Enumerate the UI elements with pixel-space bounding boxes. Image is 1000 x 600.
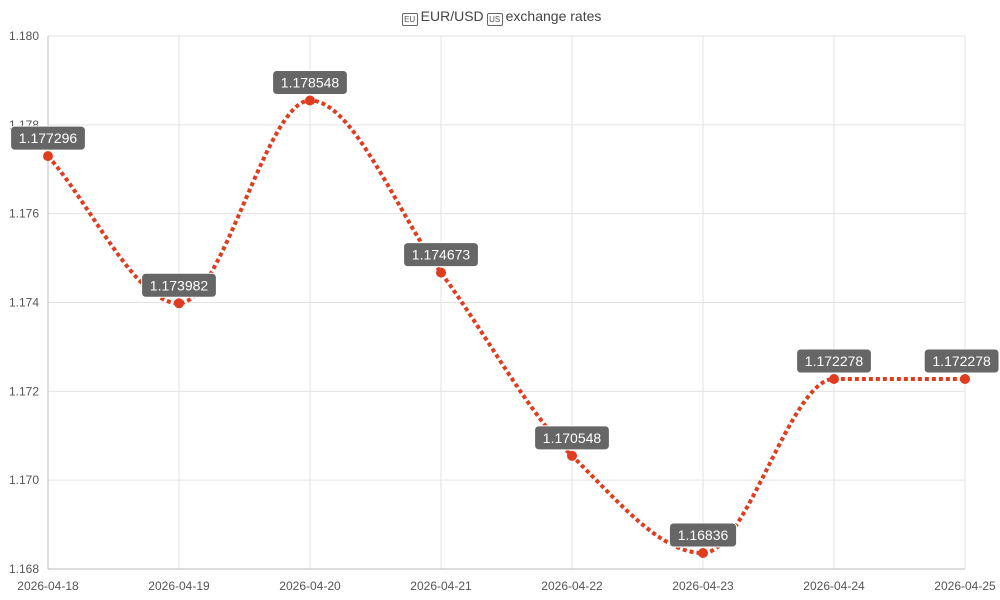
data-point xyxy=(174,298,184,309)
title-quote: USD xyxy=(454,8,484,24)
data-label-box xyxy=(923,348,1000,374)
data-label-text: 1.172278 xyxy=(932,353,991,369)
data-label: 1.16836 xyxy=(668,522,738,548)
x-tick-label: 2026-04-23 xyxy=(672,579,734,593)
data-label-text: 1.178548 xyxy=(281,74,340,90)
data-point xyxy=(829,373,839,384)
x-tick-label: 2026-04-21 xyxy=(410,579,472,593)
data-label: 1.172278 xyxy=(923,348,1000,374)
y-tick-label: 1.174 xyxy=(9,296,39,310)
data-point xyxy=(567,450,577,461)
data-label-box xyxy=(534,425,610,451)
data-label-text: 1.173982 xyxy=(150,277,209,293)
x-tick-label: 2026-04-25 xyxy=(934,579,996,593)
data-label: 1.170548 xyxy=(534,425,610,451)
x-tick-label: 2026-04-24 xyxy=(803,579,865,593)
y-tick-label: 1.176 xyxy=(9,207,39,221)
data-label-box xyxy=(403,242,479,268)
x-tick-label: 2026-04-20 xyxy=(279,579,341,593)
data-point xyxy=(960,373,970,384)
data-point xyxy=(305,95,315,106)
data-point xyxy=(436,267,446,278)
x-tick-label: 2026-04-19 xyxy=(148,579,210,593)
y-tick-label: 1.170 xyxy=(9,473,39,487)
chart-title: EU EUR/USD US exchange rates xyxy=(0,8,1000,26)
data-point xyxy=(43,151,53,162)
data-label-box xyxy=(10,125,86,151)
data-label-box xyxy=(668,522,738,548)
data-label-text: 1.177296 xyxy=(19,130,78,146)
title-base: EUR xyxy=(420,8,451,24)
data-label: 1.174673 xyxy=(403,242,479,268)
series-line xyxy=(46,98,965,556)
y-tick-label: 1.172 xyxy=(9,384,39,398)
data-label-text: 1.170548 xyxy=(543,430,602,446)
y-tick-label: 1.168 xyxy=(9,562,39,576)
data-label: 1.173982 xyxy=(141,272,217,298)
y-tick-label: 1.180 xyxy=(9,29,39,43)
us-flag-icon: US xyxy=(486,13,503,26)
title-suffix: exchange rates xyxy=(505,8,602,24)
data-label: 1.172278 xyxy=(796,348,872,374)
data-label-text: 1.174673 xyxy=(412,247,471,263)
x-tick-label: 2026-04-18 xyxy=(17,579,79,593)
eu-flag-icon: EU xyxy=(401,13,418,26)
data-point xyxy=(698,548,708,559)
data-label-text: 1.16836 xyxy=(678,527,729,543)
data-label-text: 1.172278 xyxy=(805,353,864,369)
data-label-box xyxy=(141,272,217,298)
data-label: 1.178548 xyxy=(272,69,348,95)
data-label-box xyxy=(796,348,872,374)
data-label-box xyxy=(272,69,348,95)
data-label: 1.177296 xyxy=(10,125,86,151)
x-tick-label: 2026-04-22 xyxy=(541,579,603,593)
